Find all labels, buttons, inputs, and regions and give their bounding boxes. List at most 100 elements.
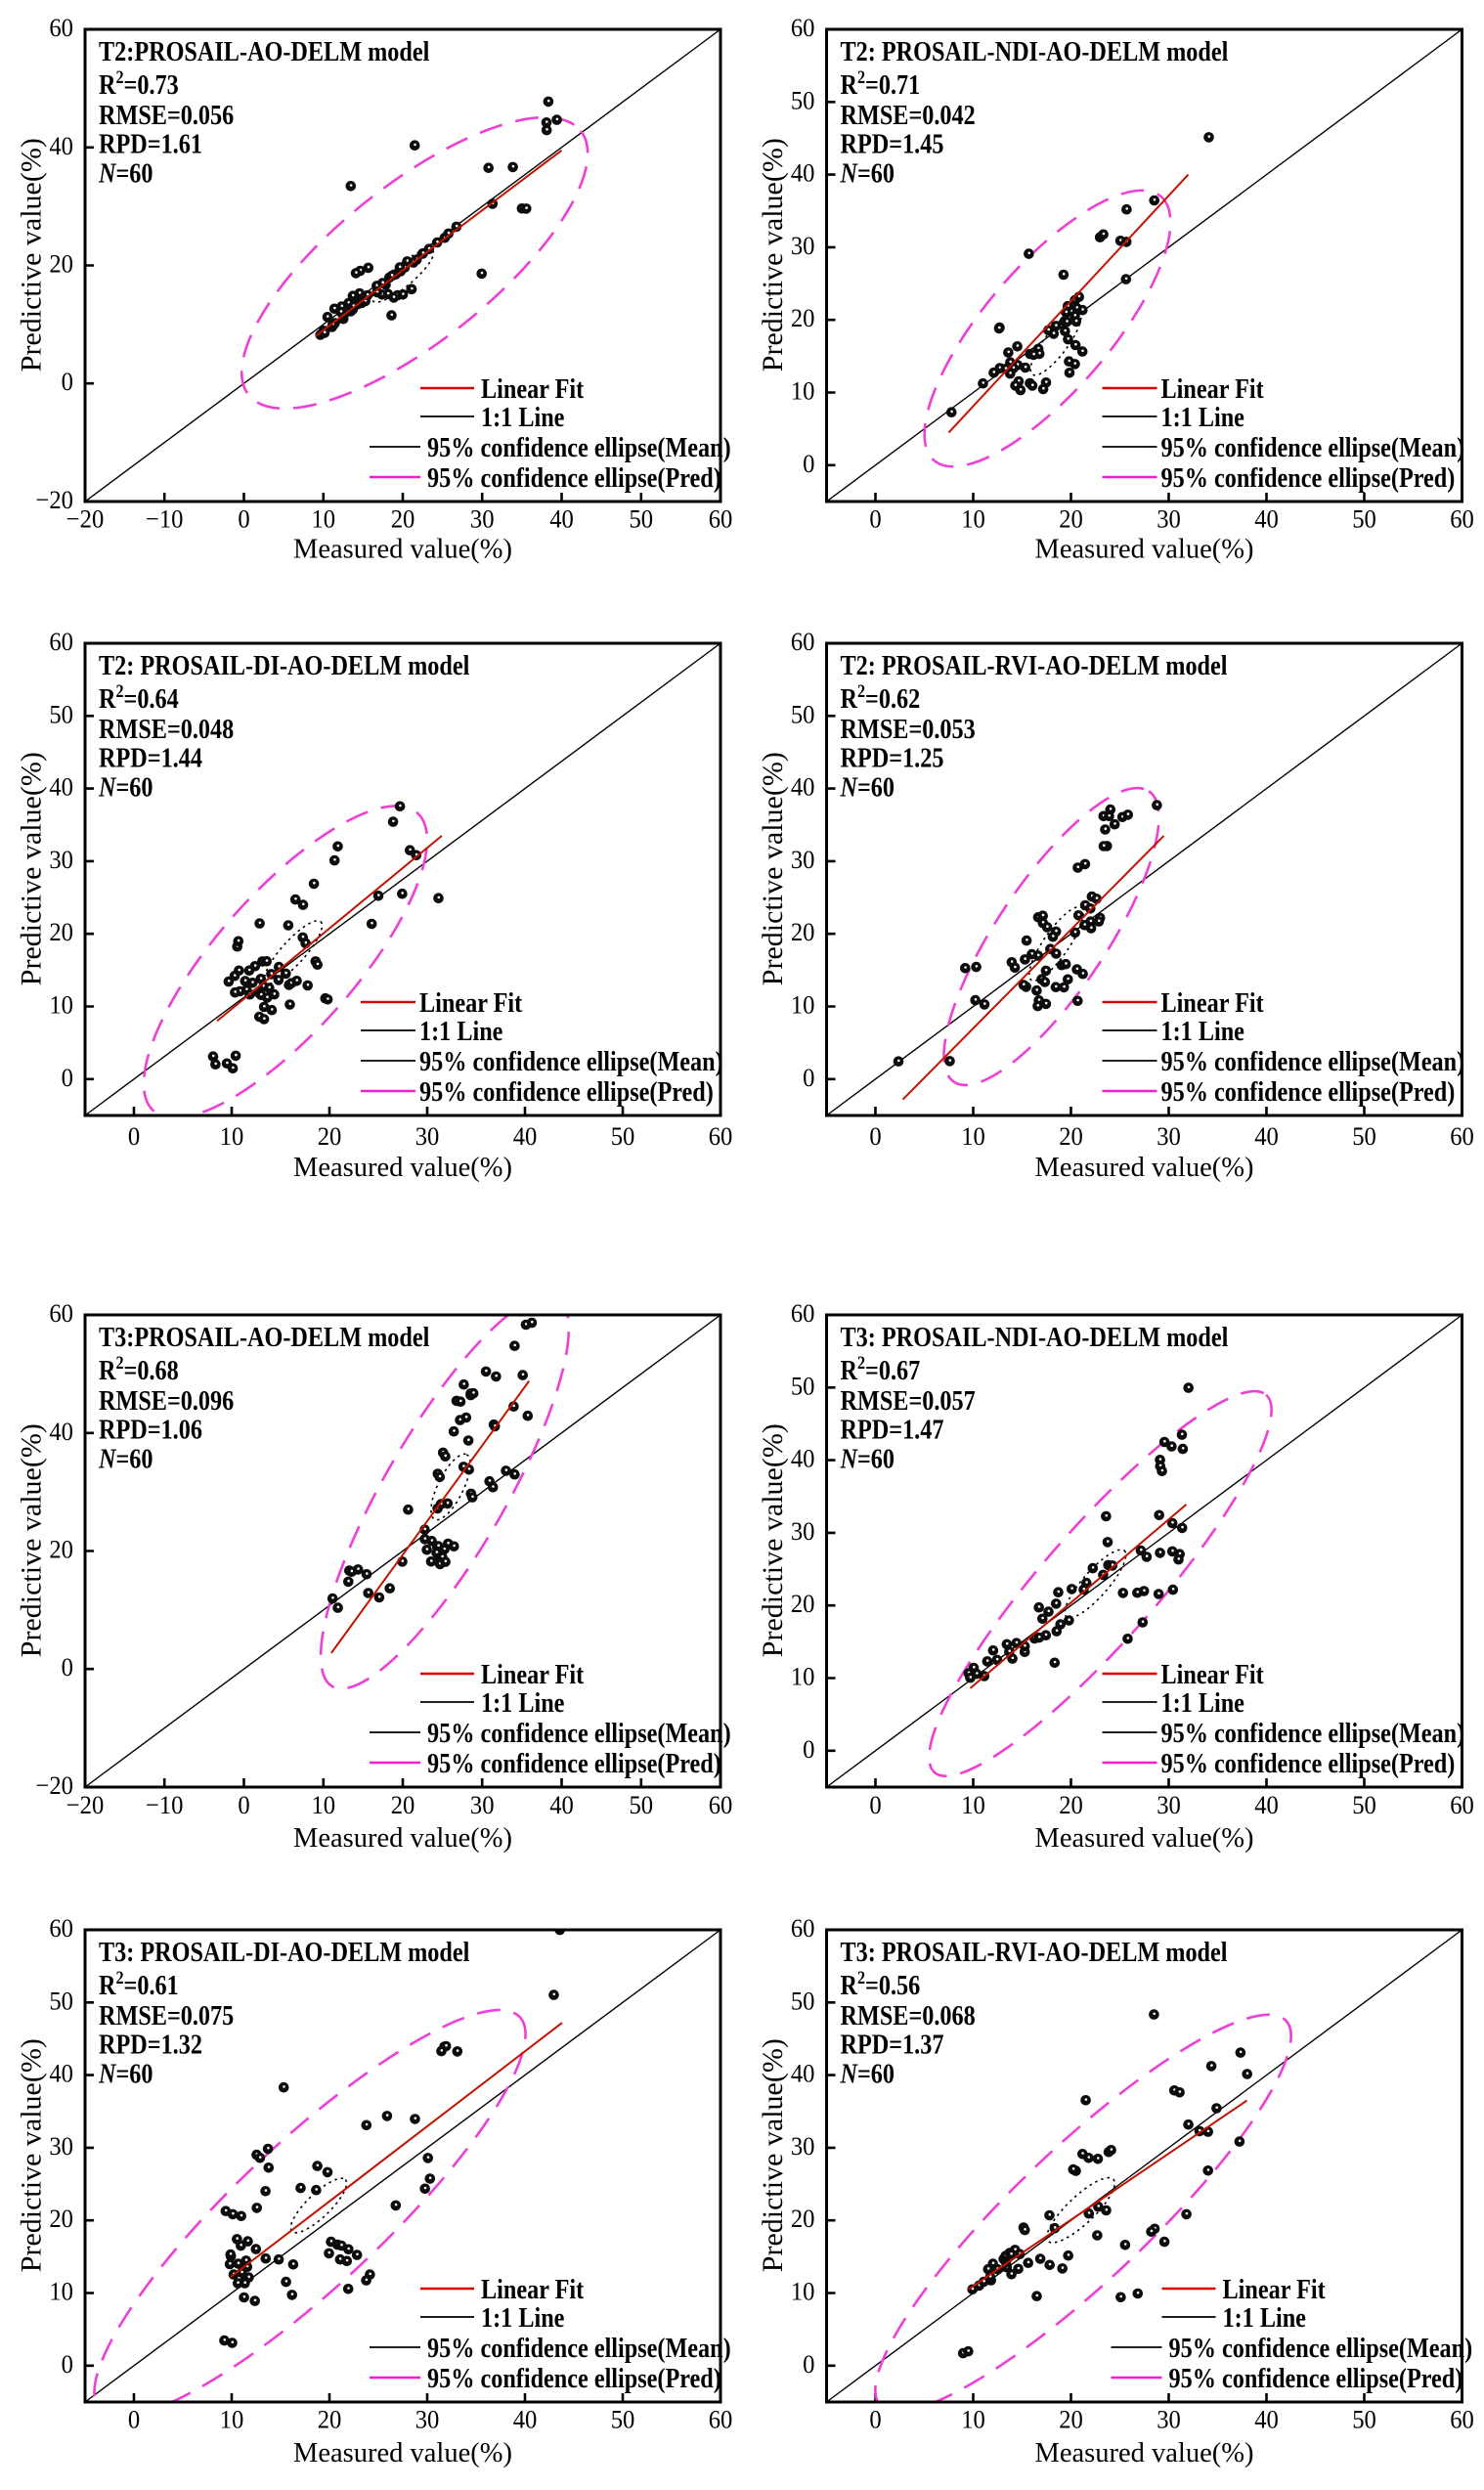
svg-text:RPD=1.32: RPD=1.32 — [99, 2029, 202, 2060]
svg-text:0: 0 — [869, 1121, 881, 1151]
svg-text:40: 40 — [49, 772, 73, 802]
svg-text:0: 0 — [62, 1063, 73, 1092]
svg-text:1:1 Line: 1:1 Line — [481, 401, 565, 432]
svg-text:−20: −20 — [35, 1770, 73, 1800]
svg-text:40: 40 — [1254, 1790, 1279, 1819]
svg-text:Measured value(%): Measured value(%) — [1035, 1153, 1254, 1183]
svg-text:0: 0 — [62, 367, 73, 396]
svg-text:20: 20 — [791, 303, 815, 332]
svg-text:RPD=1.06: RPD=1.06 — [99, 1414, 202, 1445]
svg-text:Linear Fit: Linear Fit — [481, 2273, 584, 2304]
svg-text:95% confidence ellipse(Pred): 95% confidence ellipse(Pred) — [419, 1075, 714, 1107]
svg-text:50: 50 — [611, 2405, 635, 2434]
svg-text:RPD=1.37: RPD=1.37 — [841, 2029, 944, 2060]
svg-text:50: 50 — [791, 1986, 815, 2015]
svg-text:RMSE=0.042: RMSE=0.042 — [841, 99, 976, 130]
svg-text:40: 40 — [791, 1444, 815, 1473]
svg-text:0: 0 — [62, 1652, 73, 1682]
svg-text:10: 10 — [311, 1790, 335, 1819]
svg-text:60: 60 — [791, 1913, 815, 1943]
svg-text:0: 0 — [869, 1790, 881, 1819]
svg-text:40: 40 — [49, 2059, 73, 2088]
svg-text:60: 60 — [49, 13, 73, 42]
svg-text:0: 0 — [238, 504, 249, 534]
svg-text:95% confidence ellipse(Pred): 95% confidence ellipse(Pred) — [1161, 1747, 1456, 1778]
svg-text:60: 60 — [1450, 504, 1474, 534]
svg-text:50: 50 — [791, 85, 815, 114]
svg-text:RPD=1.61: RPD=1.61 — [99, 128, 202, 159]
svg-text:Measured value(%): Measured value(%) — [293, 1153, 512, 1183]
svg-text:R2=0.68: R2=0.68 — [99, 1352, 179, 1386]
svg-text:T2: PROSAIL-RVI-AO-DELM model: T2: PROSAIL-RVI-AO-DELM model — [841, 649, 1228, 680]
svg-text:R2=0.56: R2=0.56 — [841, 1967, 921, 2001]
svg-text:30: 30 — [470, 504, 495, 534]
svg-text:T3:PROSAIL-AO-DELM model: T3:PROSAIL-AO-DELM model — [99, 1321, 429, 1352]
svg-text:20: 20 — [1059, 1121, 1083, 1151]
svg-text:30: 30 — [1157, 1121, 1181, 1151]
svg-text:Linear Fit: Linear Fit — [481, 1658, 584, 1689]
svg-text:Measured value(%): Measured value(%) — [1035, 1823, 1254, 1854]
svg-text:60: 60 — [791, 627, 815, 656]
svg-text:40: 40 — [791, 772, 815, 802]
svg-text:Measured value(%): Measured value(%) — [293, 2438, 512, 2468]
svg-text:10: 10 — [791, 990, 815, 1020]
svg-text:T2: PROSAIL-DI-AO-DELM model: T2: PROSAIL-DI-AO-DELM model — [99, 649, 469, 680]
svg-text:Measured value(%): Measured value(%) — [1035, 2438, 1254, 2468]
svg-text:Predictive value(%): Predictive value(%) — [16, 1423, 48, 1657]
svg-text:50: 50 — [1352, 504, 1376, 534]
svg-text:40: 40 — [791, 158, 815, 188]
svg-text:N=60: N=60 — [98, 1443, 153, 1474]
svg-text:0: 0 — [803, 1734, 814, 1764]
svg-text:R2=0.73: R2=0.73 — [99, 66, 179, 101]
svg-text:10: 10 — [961, 1121, 985, 1151]
svg-text:T2:PROSAIL-AO-DELM model: T2:PROSAIL-AO-DELM model — [99, 35, 429, 66]
svg-text:0: 0 — [869, 2405, 881, 2434]
svg-text:95% confidence ellipse(Mean): 95% confidence ellipse(Mean) — [419, 1045, 723, 1076]
svg-text:20: 20 — [791, 1589, 815, 1618]
svg-text:Predictive value(%): Predictive value(%) — [16, 2038, 48, 2272]
svg-text:50: 50 — [49, 699, 73, 728]
svg-text:95% confidence ellipse(Mean): 95% confidence ellipse(Mean) — [1161, 1045, 1465, 1076]
svg-text:60: 60 — [49, 627, 73, 656]
svg-text:0: 0 — [128, 1121, 140, 1151]
svg-text:40: 40 — [49, 1417, 73, 1446]
svg-text:1:1 Line: 1:1 Line — [1161, 1015, 1245, 1046]
svg-text:30: 30 — [1157, 504, 1181, 534]
svg-text:30: 30 — [415, 2405, 440, 2434]
svg-text:0: 0 — [238, 1790, 249, 1819]
svg-text:40: 40 — [791, 2059, 815, 2088]
svg-text:Predictive value(%): Predictive value(%) — [757, 138, 789, 371]
svg-text:60: 60 — [709, 1121, 733, 1151]
svg-text:30: 30 — [470, 1790, 495, 1819]
svg-text:50: 50 — [1352, 1121, 1376, 1151]
svg-text:20: 20 — [391, 1790, 415, 1819]
svg-text:Linear Fit: Linear Fit — [1161, 1658, 1264, 1689]
svg-text:20: 20 — [318, 1121, 342, 1151]
svg-text:95% confidence ellipse(Mean): 95% confidence ellipse(Mean) — [1161, 1717, 1465, 1748]
svg-text:1:1 Line: 1:1 Line — [481, 2301, 565, 2333]
svg-text:60: 60 — [1450, 1790, 1474, 1819]
svg-text:60: 60 — [791, 13, 815, 42]
svg-text:50: 50 — [1352, 1790, 1376, 1819]
svg-text:Predictive value(%): Predictive value(%) — [757, 752, 789, 985]
svg-text:50: 50 — [49, 1986, 73, 2015]
svg-text:30: 30 — [49, 2131, 73, 2161]
svg-text:R2=0.62: R2=0.62 — [841, 680, 921, 715]
svg-text:Predictive value(%): Predictive value(%) — [757, 2038, 789, 2272]
svg-text:−20: −20 — [66, 1790, 105, 1819]
svg-text:RMSE=0.053: RMSE=0.053 — [841, 713, 976, 744]
svg-text:0: 0 — [803, 449, 814, 478]
svg-text:30: 30 — [49, 845, 73, 874]
svg-text:N=60: N=60 — [840, 771, 895, 803]
svg-text:10: 10 — [49, 990, 73, 1020]
svg-text:30: 30 — [1157, 1790, 1181, 1819]
svg-text:50: 50 — [629, 504, 653, 534]
svg-text:95% confidence ellipse(Pred): 95% confidence ellipse(Pred) — [1169, 2362, 1463, 2393]
svg-text:0: 0 — [869, 504, 881, 534]
svg-text:R2=0.71: R2=0.71 — [841, 66, 921, 101]
svg-text:10: 10 — [791, 376, 815, 406]
svg-text:20: 20 — [1059, 2405, 1083, 2434]
svg-text:1:1 Line: 1:1 Line — [1223, 2301, 1307, 2333]
svg-text:40: 40 — [549, 1790, 574, 1819]
svg-text:20: 20 — [791, 2204, 815, 2233]
